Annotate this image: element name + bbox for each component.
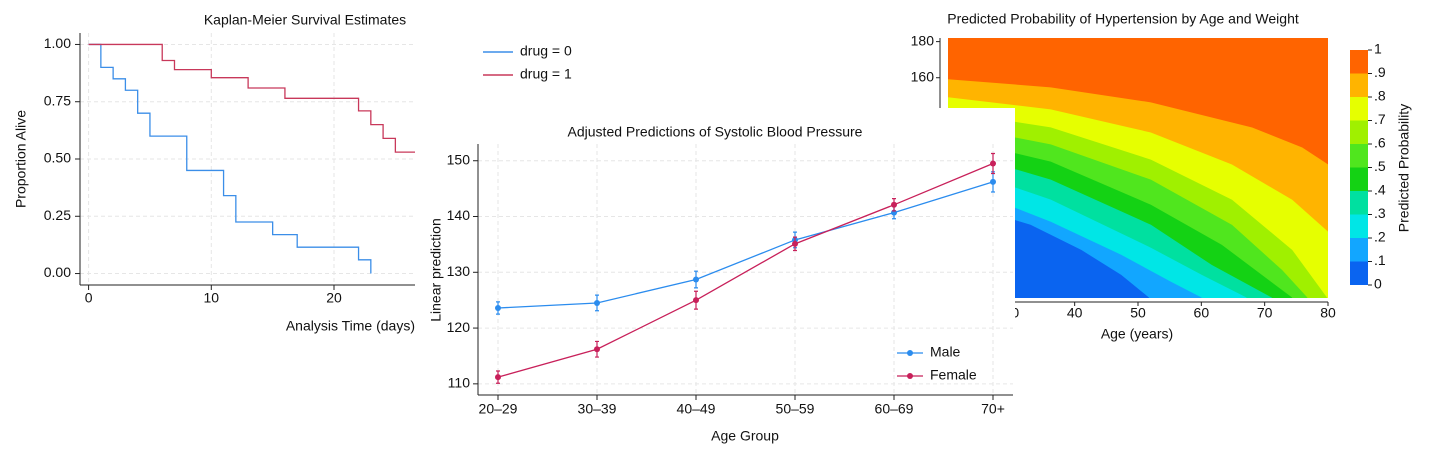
colorbar-swatch xyxy=(1350,73,1368,97)
contour-line xyxy=(948,111,1328,298)
legend-label: Male xyxy=(930,344,961,360)
y-tick-label: 120 xyxy=(447,319,471,335)
colorbar-swatch xyxy=(1350,191,1368,215)
data-point xyxy=(693,276,699,283)
contour-line xyxy=(948,149,1272,298)
colorbar-swatch xyxy=(1350,261,1368,285)
y-tick-label: 0.00 xyxy=(44,264,71,280)
colorbar-label: .6 xyxy=(1374,135,1386,151)
panel-background xyxy=(425,108,1015,456)
x-tick-label: 30–39 xyxy=(578,401,617,417)
x-tick-label: 70 xyxy=(1257,305,1273,321)
y-tick-label: 130 xyxy=(447,263,471,279)
colorbar-swatch xyxy=(1350,97,1368,121)
km-chart: 0.00 0.25 0.50 0.75 1.00 0 10 20 drug = 0 drug = … xyxy=(13,12,572,334)
contour-line xyxy=(948,97,1328,233)
chart-title: Predicted Probability of Hypertension by… xyxy=(947,11,1299,27)
colorbar-label: 0 xyxy=(1374,276,1382,292)
colorbar-label: .4 xyxy=(1374,182,1386,198)
contour-line xyxy=(948,124,1308,298)
y-tick-label: 0.75 xyxy=(44,92,71,108)
survival-line xyxy=(88,43,372,274)
colorbar-label: .5 xyxy=(1374,158,1386,174)
predictions-chart: 110 120 130 140 150 20–29 30–39 40–49 50–59 60–69… xyxy=(425,108,1015,456)
colorbar-label: .1 xyxy=(1374,252,1386,268)
y-tick-label: 1.00 xyxy=(44,35,71,51)
data-point xyxy=(495,304,501,311)
legend-label: drug = 0 xyxy=(520,43,572,59)
data-point xyxy=(693,297,699,304)
colorbar-label: .8 xyxy=(1374,88,1386,104)
colorbar-swatch xyxy=(1350,214,1368,238)
colorbar-label: .7 xyxy=(1374,111,1386,127)
y-axis-label: Linear prediction xyxy=(428,218,444,322)
data-point xyxy=(495,374,501,381)
colorbar-swatch xyxy=(1350,167,1368,191)
x-tick-label: 60 xyxy=(1194,305,1210,321)
y-axis-label: Proportion Alive xyxy=(13,110,29,208)
contour-line xyxy=(948,79,1328,166)
x-axis-label: Age (years) xyxy=(1101,326,1173,342)
y-tick-label: 0.50 xyxy=(44,150,71,166)
colorbar-label: .9 xyxy=(1374,64,1386,80)
survival-line xyxy=(88,43,415,153)
x-axis-label: Analysis Time (days) xyxy=(286,318,415,334)
x-tick-label: 70+ xyxy=(981,401,1005,417)
data-point xyxy=(792,240,798,247)
x-tick-label: 10 xyxy=(204,290,220,306)
x-tick-label: 20–29 xyxy=(479,401,518,417)
y-tick-label: 140 xyxy=(447,207,471,223)
y-tick-label: 0.25 xyxy=(44,207,71,223)
contour-line xyxy=(948,137,1293,298)
data-point xyxy=(891,201,897,208)
x-tick-label: 40–49 xyxy=(677,401,716,417)
chart-title: Adjusted Predictions of Systolic Blood P… xyxy=(568,124,863,140)
x-tick-label: 0 xyxy=(85,290,93,306)
x-tick-label: 50 xyxy=(1130,305,1146,321)
colorbar-label: 1 xyxy=(1374,41,1382,57)
y-tick-label: 180 xyxy=(911,32,935,48)
data-point xyxy=(990,178,996,185)
colorbar-title: Predicted Probability xyxy=(1396,104,1412,232)
data-point xyxy=(594,299,600,306)
x-tick-label: 40 xyxy=(1067,305,1083,321)
colorbar-label: .2 xyxy=(1374,229,1386,245)
legend-label: Female xyxy=(930,367,977,383)
x-tick-label: 50–59 xyxy=(776,401,815,417)
x-tick-label: 80 xyxy=(1320,305,1336,321)
colorbar-label: .3 xyxy=(1374,205,1386,221)
contour-line xyxy=(948,164,1247,298)
legend-marker xyxy=(907,373,913,379)
x-axis-label: Age Group xyxy=(711,428,779,444)
data-point xyxy=(594,346,600,353)
colorbar-swatch xyxy=(1350,50,1368,74)
x-tick-label: 60–69 xyxy=(875,401,914,417)
legend-marker xyxy=(907,350,913,356)
series-line xyxy=(497,181,994,309)
contour-line xyxy=(948,181,1202,298)
y-tick-label: 150 xyxy=(447,151,471,167)
legend-label: drug = 1 xyxy=(520,66,572,82)
x-tick-label: 20 xyxy=(326,290,342,306)
series-line xyxy=(497,162,994,378)
y-tick-label: 160 xyxy=(911,68,935,84)
chart-title: Kaplan-Meier Survival Estimates xyxy=(204,12,406,28)
data-point xyxy=(990,160,996,167)
colorbar-swatch xyxy=(1350,238,1368,262)
colorbar-swatch xyxy=(1350,144,1368,168)
colorbar-swatch xyxy=(1350,120,1368,144)
y-tick-label: 110 xyxy=(448,375,471,391)
